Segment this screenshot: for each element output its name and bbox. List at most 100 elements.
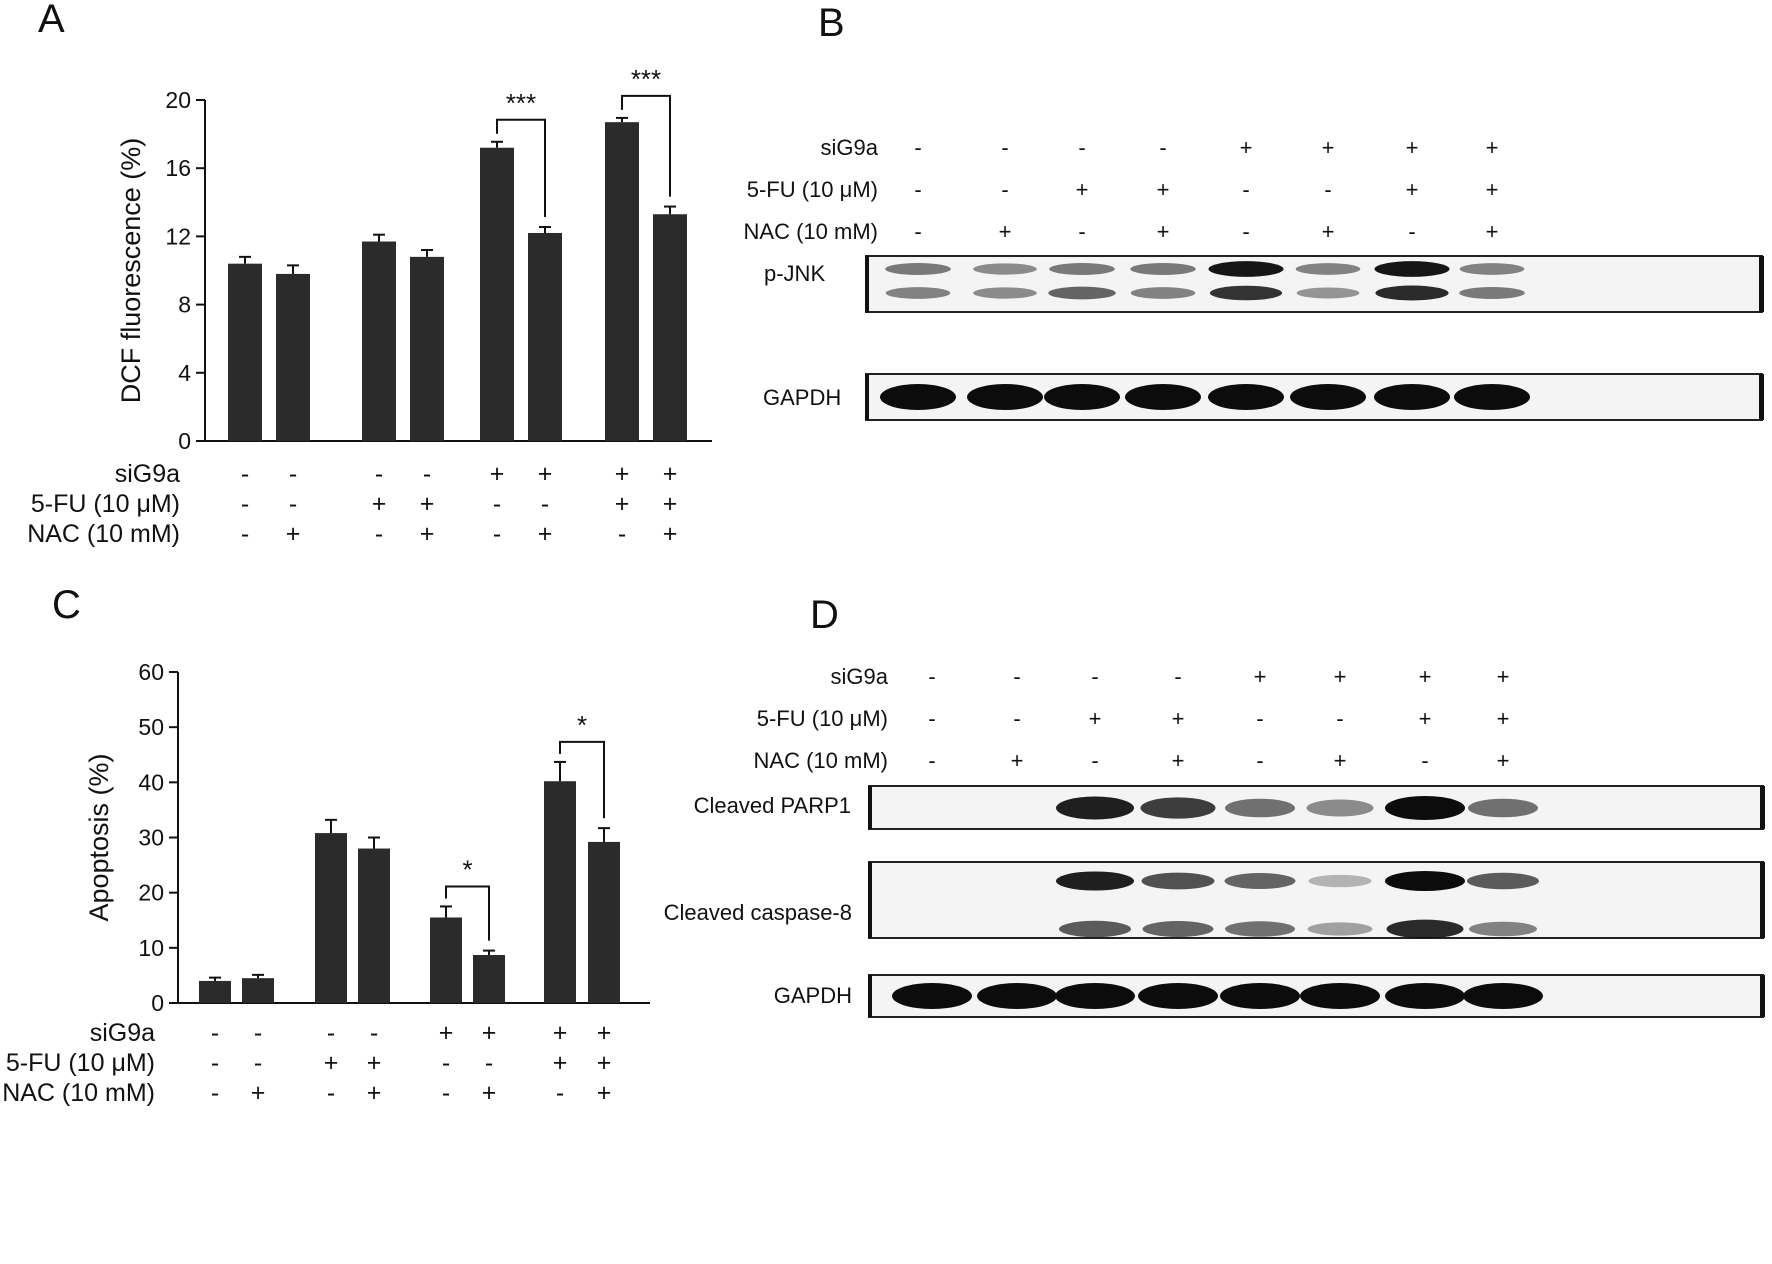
blot-band (1056, 871, 1134, 891)
blot-band (1469, 921, 1537, 937)
condition-sign: + (1497, 664, 1510, 689)
blot-band (1130, 287, 1196, 299)
condition-sign: + (439, 1019, 454, 1047)
condition-label: siG9a (90, 1019, 155, 1047)
bar (410, 256, 444, 441)
condition-sign: - (1159, 135, 1166, 160)
blot-band (880, 384, 956, 410)
y-tick-label: 10 (138, 935, 164, 961)
condition-sign: + (663, 520, 678, 548)
blot-band (977, 983, 1057, 1009)
condition-sign: + (1334, 664, 1347, 689)
blot-band (1225, 921, 1295, 937)
condition-sign: + (1486, 219, 1499, 244)
blot-band (973, 263, 1037, 275)
condition-sign: - (442, 1079, 450, 1107)
blot-edge-left (868, 975, 872, 1017)
condition-sign: + (553, 1019, 568, 1047)
condition-sign: - (327, 1079, 335, 1107)
condition-label: siG9a (115, 460, 180, 488)
y-tick-label: 8 (178, 292, 191, 318)
condition-sign: + (1172, 748, 1185, 773)
significance-bracket (445, 885, 490, 941)
blot-band (967, 384, 1043, 410)
blot-edge-right (1759, 374, 1764, 420)
condition-sign: - (914, 177, 921, 202)
blot-band (1140, 797, 1216, 819)
condition-sign: + (1089, 706, 1102, 731)
condition-sign: - (211, 1049, 219, 1077)
condition-sign: - (928, 748, 935, 773)
condition-sign: - (1078, 219, 1085, 244)
blot-label: Cleaved PARP1 (694, 793, 851, 818)
condition-sign: - (1091, 748, 1098, 773)
condition-sign: + (372, 490, 387, 518)
condition-sign: + (1011, 748, 1024, 773)
blot-band (1385, 871, 1465, 891)
bar (528, 232, 562, 441)
blot-band (1224, 873, 1296, 889)
condition-sign: + (1334, 748, 1347, 773)
blot-band (892, 983, 972, 1009)
y-axis-label: Apoptosis (%) (84, 753, 114, 921)
condition-label: NAC (10 mM) (754, 748, 888, 773)
bar (473, 955, 505, 1003)
condition-sign: + (538, 520, 553, 548)
condition-sign: - (370, 1019, 378, 1047)
panel-letter: A (38, 0, 65, 41)
bar (480, 147, 514, 442)
blot-band (1048, 286, 1116, 300)
condition-sign: + (490, 460, 505, 488)
blot-band (1307, 922, 1373, 936)
blot-band (885, 262, 951, 276)
blot-band (1385, 796, 1465, 820)
condition-sign: - (1078, 135, 1085, 160)
condition-sign: + (615, 460, 630, 488)
condition-sign: + (1497, 748, 1510, 773)
condition-sign: - (1324, 177, 1331, 202)
condition-sign: + (482, 1019, 497, 1047)
blot-band (1208, 384, 1284, 410)
blot-band (1059, 920, 1131, 938)
condition-sign: - (289, 490, 297, 518)
condition-sign: + (597, 1019, 612, 1047)
y-tick-label: 20 (165, 87, 191, 113)
blot-band (1209, 285, 1283, 301)
significance-bracket (621, 94, 671, 197)
blot-band (973, 287, 1037, 299)
condition-sign: - (493, 490, 501, 518)
y-tick-label: 4 (178, 360, 191, 386)
significance-label: *** (631, 64, 661, 94)
condition-label: NAC (10 mM) (2, 1079, 155, 1107)
bar (358, 848, 390, 1003)
blot-edge-right (1760, 786, 1765, 829)
significance-label: *** (506, 88, 536, 118)
condition-sign: + (597, 1079, 612, 1107)
y-tick-label: 60 (138, 659, 164, 685)
blot-edge-right (1760, 862, 1765, 938)
condition-sign: + (420, 520, 435, 548)
condition-sign: - (1242, 177, 1249, 202)
condition-label: 5-FU (10 μM) (31, 490, 180, 518)
blot-band (1141, 872, 1215, 890)
y-tick-label: 0 (178, 428, 191, 454)
bar (544, 781, 576, 1003)
blot-edge-left (865, 256, 869, 312)
condition-sign: - (254, 1019, 262, 1047)
condition-sign: - (914, 135, 921, 160)
condition-sign: - (1408, 219, 1415, 244)
condition-sign: + (615, 490, 630, 518)
condition-sign: + (1322, 135, 1335, 160)
condition-sign: + (1322, 219, 1335, 244)
condition-sign: - (928, 664, 935, 689)
condition-sign: + (1406, 177, 1419, 202)
panel-a: A 0 4 8 12 16 20 DCF fluorescence (%) *** *** siG9… (27, 0, 712, 548)
blot-band (1374, 384, 1450, 410)
bar (276, 273, 310, 441)
blot-band (1463, 983, 1543, 1009)
condition-sign: + (286, 520, 301, 548)
bar (199, 980, 231, 1003)
blot-band (1459, 286, 1525, 300)
blot-band (1374, 261, 1450, 277)
blot-band (1386, 919, 1464, 939)
